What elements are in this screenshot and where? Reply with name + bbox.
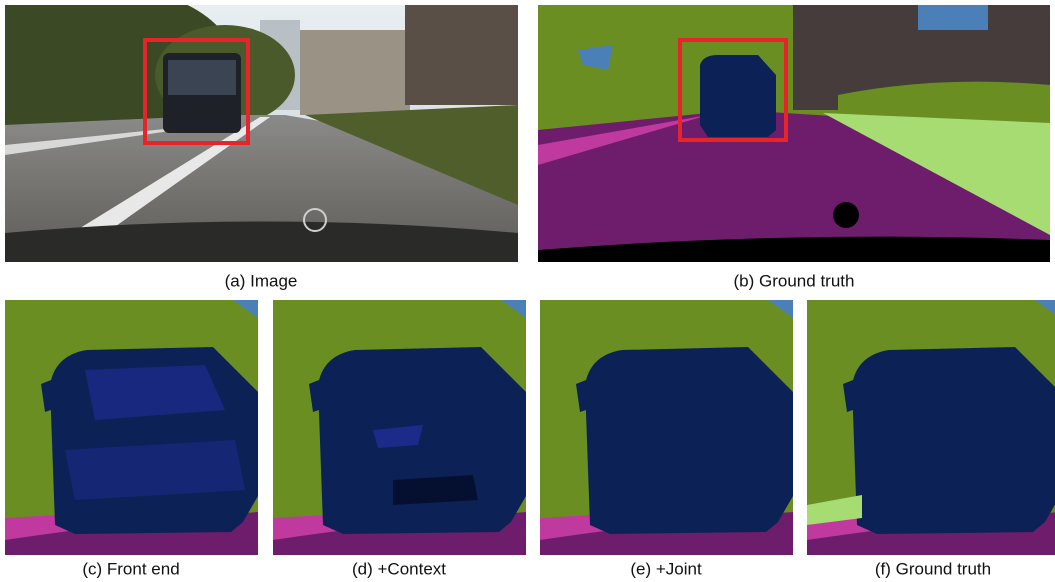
prediction-joint xyxy=(540,300,793,555)
caption: (e) +Joint xyxy=(630,559,702,578)
ground-truth-crop xyxy=(807,300,1055,555)
caption: (a) Image xyxy=(225,271,298,290)
prediction-front-end xyxy=(5,300,258,555)
caption: (b) Ground truth xyxy=(734,271,855,290)
ground-truth-map xyxy=(538,5,1050,262)
prediction-context xyxy=(273,300,526,555)
caption: (c) Front end xyxy=(82,559,179,578)
caption: (d) +Context xyxy=(352,559,446,578)
photo xyxy=(5,5,518,262)
caption: (f) Ground truth xyxy=(875,559,991,578)
